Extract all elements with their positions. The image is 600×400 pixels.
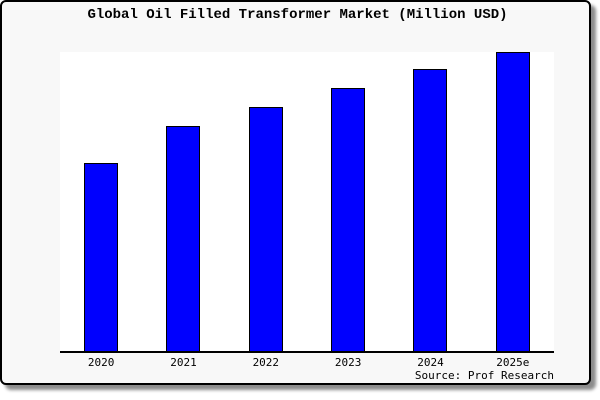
x-tick-label-2021: 2021 — [170, 356, 197, 369]
bar-slot-2023 — [307, 52, 389, 351]
chart-panel: Global Oil Filled Transformer Market (Mi… — [0, 0, 591, 385]
bar-2021 — [166, 126, 201, 351]
bar-slot-2025e — [472, 52, 554, 351]
plot-area — [60, 52, 554, 353]
x-tick-label-2022: 2022 — [252, 356, 280, 369]
x-tick-label-2020: 2020 — [87, 356, 115, 369]
x-tick-label-2023: 2023 — [334, 356, 362, 369]
bar-2020 — [84, 162, 119, 351]
source-credit: Source: Prof Research — [414, 369, 554, 382]
bar-slot-2022 — [225, 52, 307, 351]
bar-2024 — [413, 69, 448, 351]
x-axis-labels: 2020 2021 2022 2023 2024 2025e — [60, 356, 554, 369]
bar-2025e — [495, 52, 530, 351]
bar-slot-2024 — [389, 52, 471, 351]
chart-title: Global Oil Filled Transformer Market (Mi… — [87, 7, 508, 23]
bar-2023 — [331, 88, 366, 351]
bar-slot-2020 — [60, 52, 142, 351]
bar-slot-2021 — [142, 52, 224, 351]
x-tick-label-2025e: 2025e — [496, 356, 530, 369]
bar-2022 — [248, 106, 283, 351]
x-tick-label-2024: 2024 — [417, 356, 444, 369]
